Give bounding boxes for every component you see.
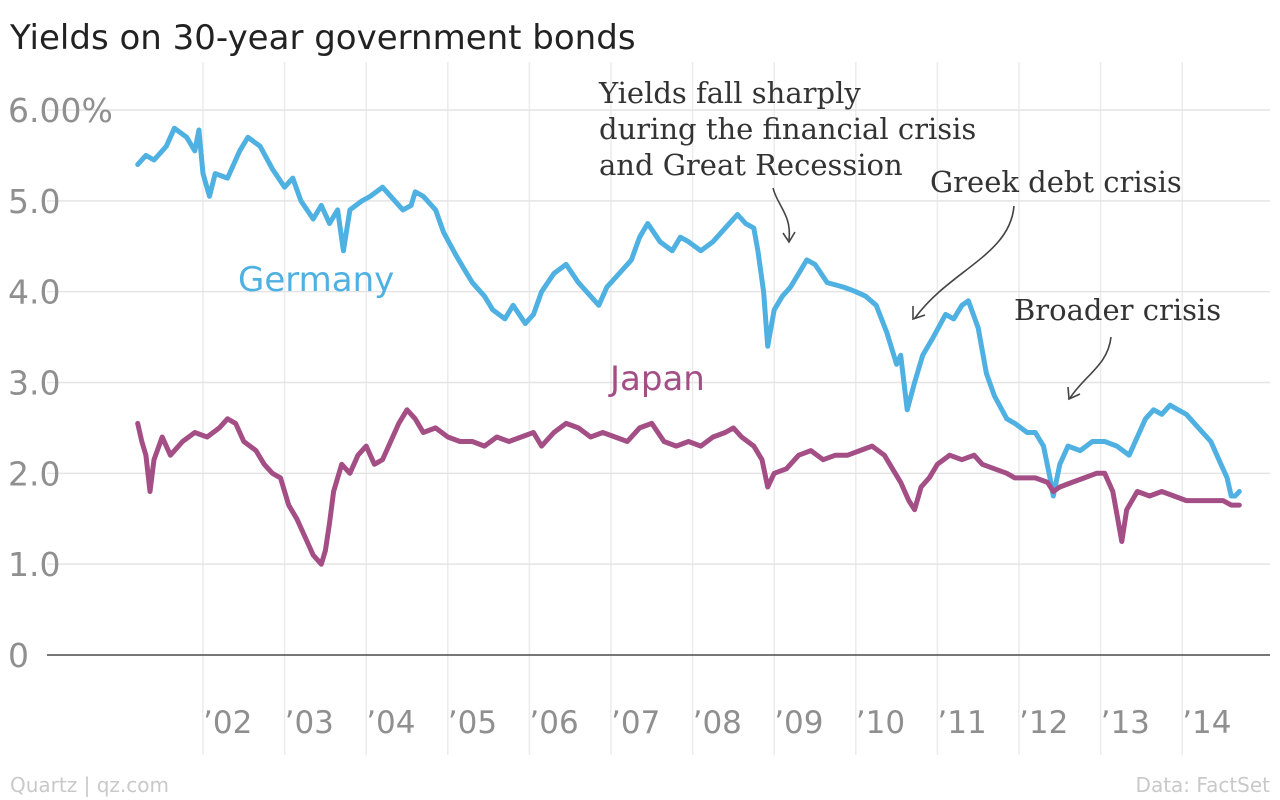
y-tick-label: 0 bbox=[8, 636, 29, 675]
annotation-broader-crisis-arrowhead bbox=[1067, 386, 1081, 401]
x-axis: ’02 ’03 ’04 ’05 ’06 ’07 ’08 ’09 ’10 ’11 ’12 ’13 ’14 bbox=[203, 705, 1232, 741]
annotation-greek-debt-crisis-arrowhead bbox=[912, 306, 926, 321]
x-tick-label: ’13 bbox=[1101, 705, 1150, 741]
y-tick-label: 4.0 bbox=[8, 273, 60, 312]
annotation-financial-crisis-line-2: during the financial crisis bbox=[599, 112, 976, 146]
annotation-broader-crisis-text: Broader crisis bbox=[1014, 293, 1221, 327]
x-tick-label: ’02 bbox=[203, 705, 252, 741]
source-credit: Quartz | qz.com bbox=[10, 773, 169, 797]
y-tick-label: 5.0 bbox=[8, 182, 60, 221]
annotation-greek-debt-crisis: Greek debt crisis bbox=[912, 165, 1182, 321]
y-tick-label: 1.0 bbox=[8, 545, 60, 584]
x-tick-label: ’09 bbox=[774, 705, 823, 741]
japan-series-label: Japan bbox=[608, 359, 705, 399]
x-tick-label: ’12 bbox=[1019, 705, 1068, 741]
x-tick-label: ’05 bbox=[448, 705, 497, 741]
y-axis: 0 1.0 2.0 3.0 4.0 5.0 6.00% bbox=[8, 91, 113, 675]
y-tick-label: 3.0 bbox=[8, 364, 60, 403]
x-tick-label: ’03 bbox=[285, 705, 334, 741]
x-tick-label: ’11 bbox=[937, 705, 986, 741]
germany-series-line bbox=[135, 125, 1242, 499]
annotation-financial-crisis-line-1: Yields fall sharply bbox=[598, 76, 861, 110]
x-tick-label: ’06 bbox=[529, 705, 578, 741]
annotation-financial-crisis-arrowhead bbox=[782, 231, 796, 244]
x-tick-label: ’07 bbox=[611, 705, 660, 741]
x-tick-label: ’10 bbox=[856, 705, 905, 741]
annotation-financial-crisis-line-3: and Great Recession bbox=[599, 148, 903, 182]
x-tick-label: ’08 bbox=[693, 705, 742, 741]
x-tick-label: ’04 bbox=[366, 705, 415, 741]
y-tick-label: 2.0 bbox=[8, 454, 60, 493]
x-tick-label: ’14 bbox=[1182, 705, 1231, 741]
annotation-broader-crisis: Broader crisis bbox=[1014, 293, 1221, 401]
germany-series-label: Germany bbox=[238, 260, 394, 300]
annotation-broader-crisis-arrow bbox=[1069, 336, 1112, 399]
data-source: Data: FactSet bbox=[1136, 773, 1271, 797]
grid bbox=[47, 62, 1270, 755]
chart-title: Yields on 30-year government bonds bbox=[9, 18, 636, 58]
annotation-financial-crisis-arrow bbox=[772, 187, 791, 241]
japan-series-line bbox=[135, 407, 1242, 567]
annotation-financial-crisis: Yields fall sharply during the financial… bbox=[598, 76, 976, 244]
annotation-greek-debt-crisis-text: Greek debt crisis bbox=[930, 165, 1182, 199]
annotation-greek-debt-crisis-arrow bbox=[914, 205, 1015, 319]
y-tick-label: 6.00% bbox=[8, 91, 113, 130]
